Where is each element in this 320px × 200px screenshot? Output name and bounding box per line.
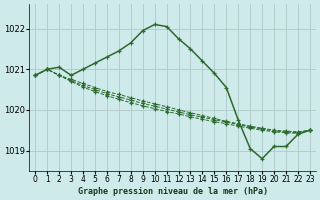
X-axis label: Graphe pression niveau de la mer (hPa): Graphe pression niveau de la mer (hPa)	[77, 187, 268, 196]
